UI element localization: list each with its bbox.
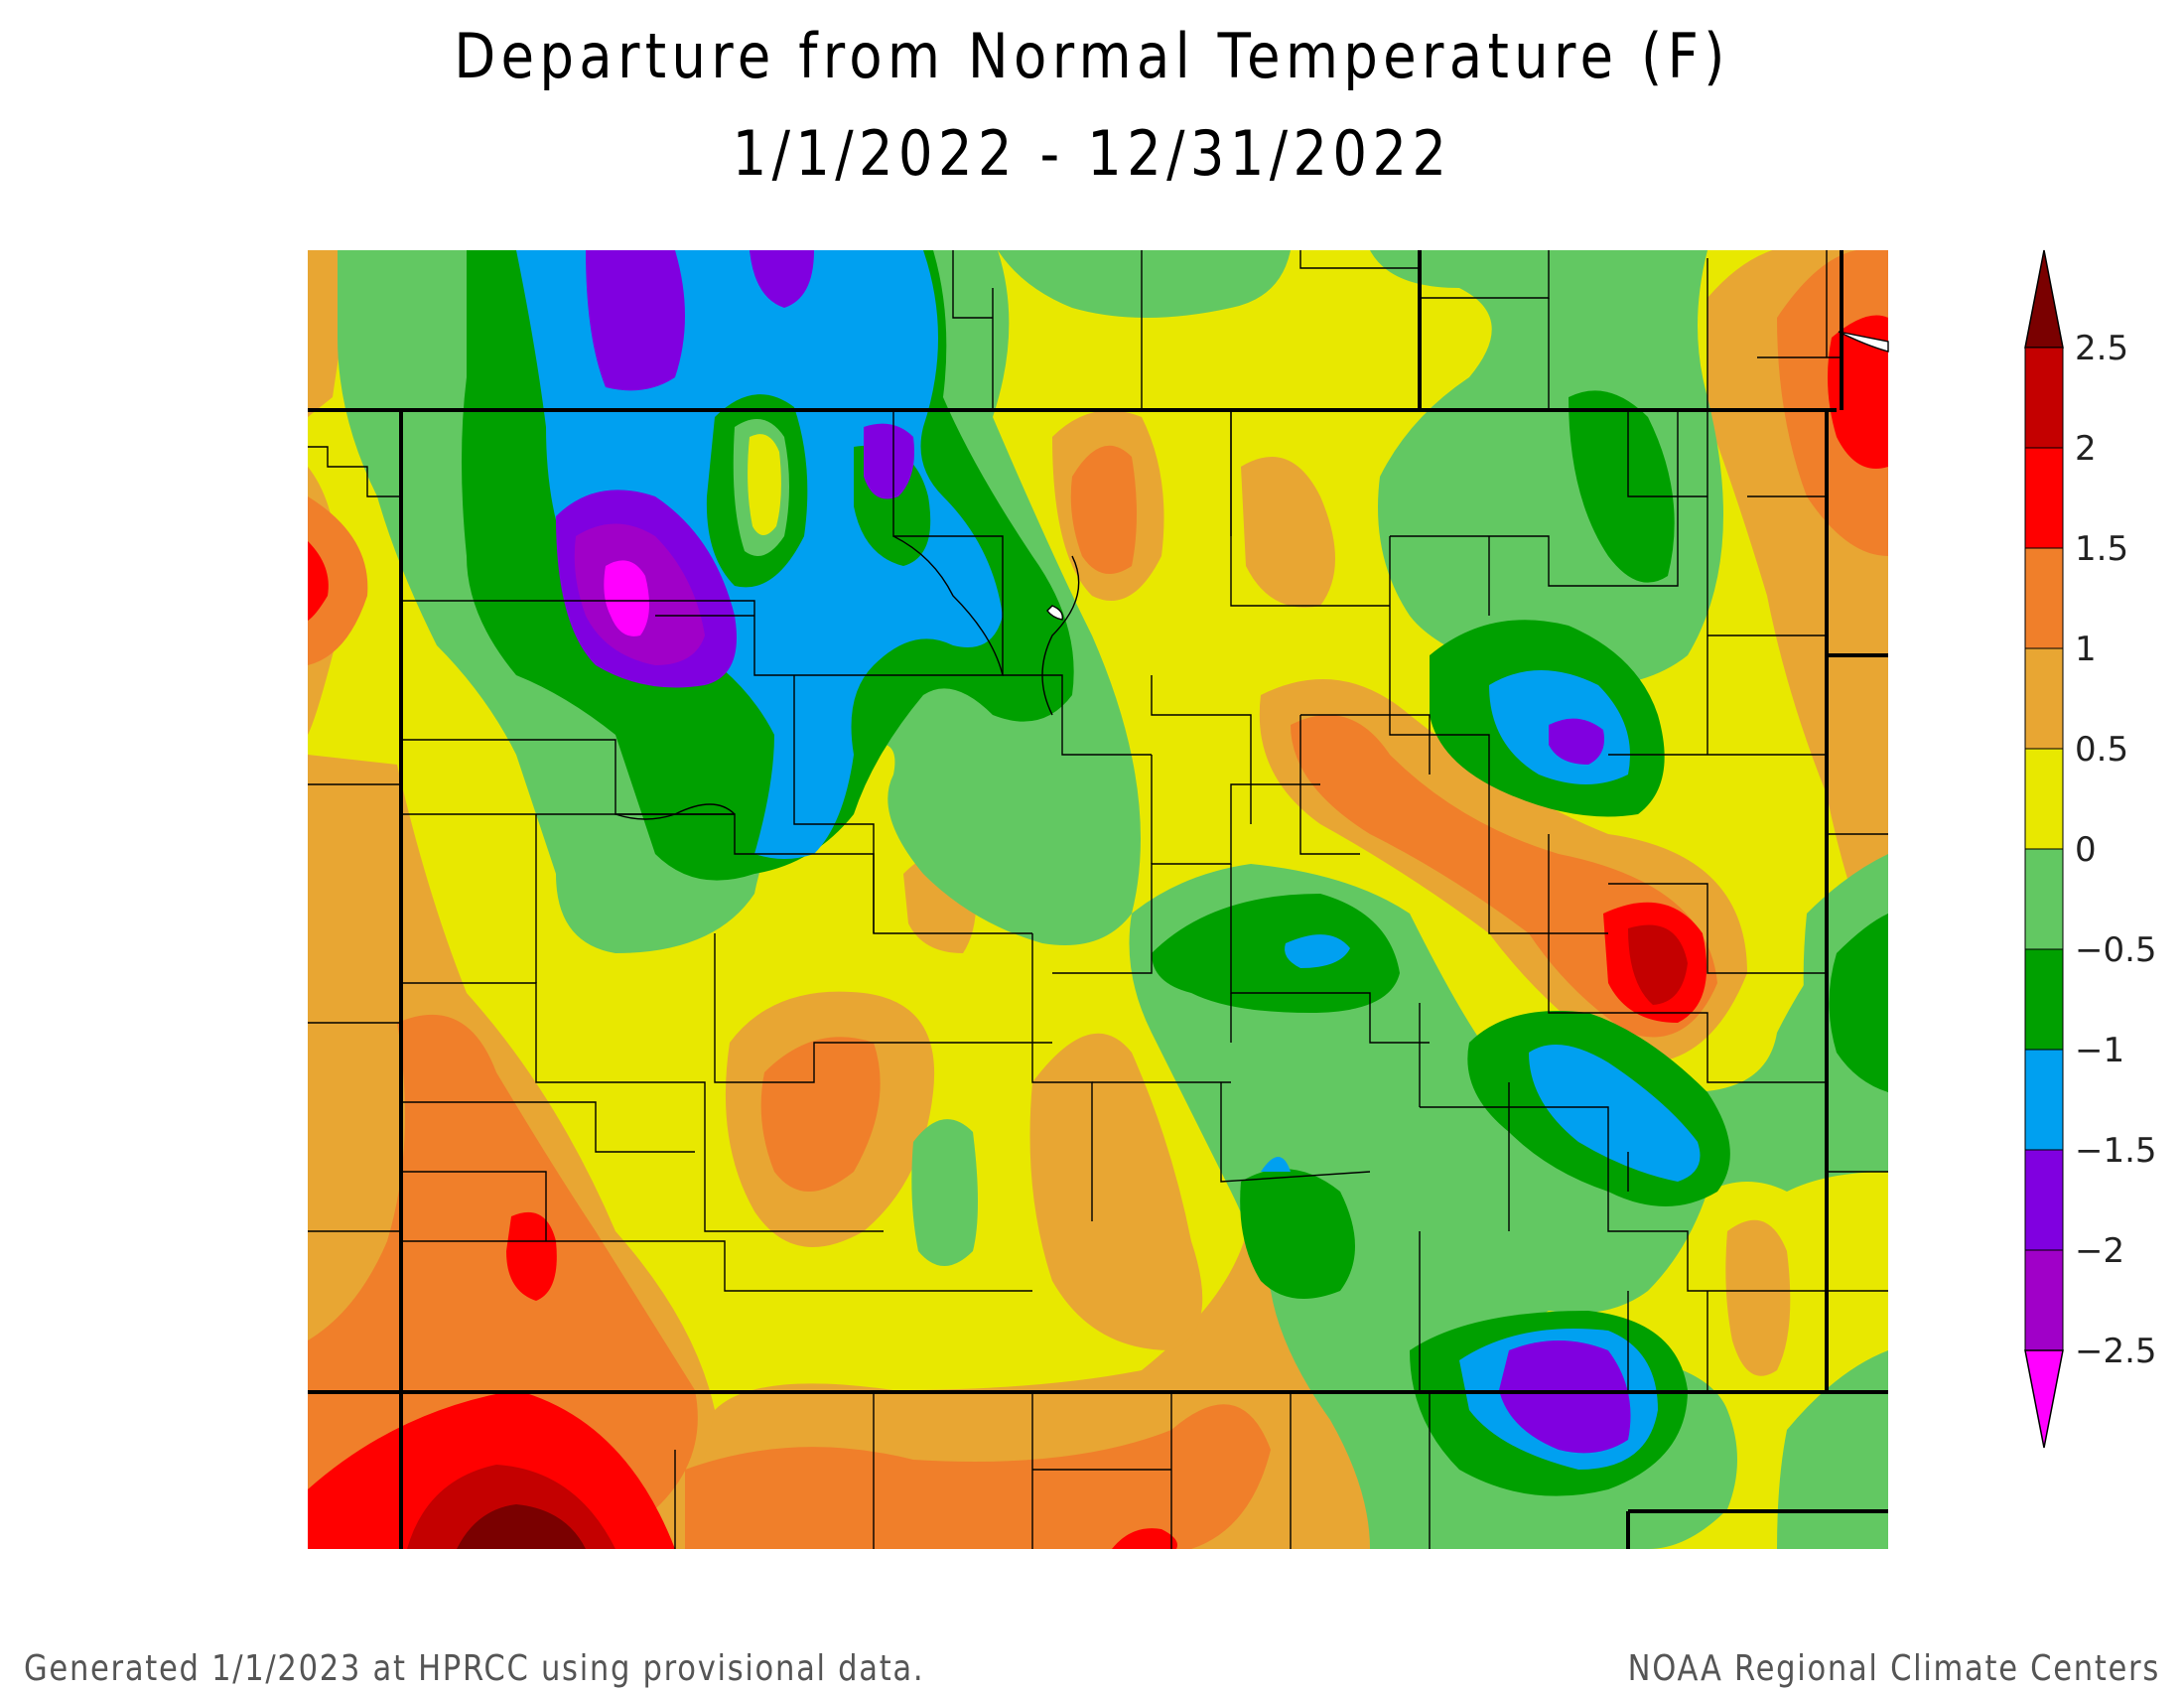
map-date-range: 1/1/2022 - 12/31/2022 <box>732 117 1452 190</box>
lake-ne <box>1838 331 1889 352</box>
county-lines <box>308 250 1888 1549</box>
legend-label: 2.5 <box>2075 329 2128 368</box>
legend-label: 0.5 <box>2075 730 2128 770</box>
generated-note: Generated 1/1/2023 at HPRCC using provis… <box>24 1648 925 1689</box>
legend-label: 1 <box>2075 630 2097 669</box>
source-credit: NOAA Regional Climate Centers <box>1627 1648 2160 1689</box>
legend-label: 2 <box>2075 429 2097 469</box>
legend-label: −2.5 <box>2075 1332 2157 1371</box>
colorbar-bottom-arrow <box>2024 1349 2064 1449</box>
legend-label: −2 <box>2075 1231 2124 1271</box>
legend-label: −1.5 <box>2075 1131 2157 1171</box>
state-boundaries <box>308 250 1888 1549</box>
map-title: Departure from Normal Temperature (F) <box>454 20 1730 92</box>
colorbar-top-arrow <box>2024 249 2064 349</box>
legend-label: −1 <box>2075 1031 2124 1070</box>
legend-label: −0.5 <box>2075 930 2157 970</box>
contour-field <box>308 250 1888 1549</box>
colorbar <box>2024 249 2064 1449</box>
colorbar-labels: 2.5 2 1.5 1 0.5 0 −0.5 −1 −1.5 −2 −2.5 <box>2075 329 2157 1371</box>
lake <box>1046 605 1063 621</box>
legend-label: 1.5 <box>2075 529 2128 569</box>
legend-label: 0 <box>2075 830 2097 870</box>
